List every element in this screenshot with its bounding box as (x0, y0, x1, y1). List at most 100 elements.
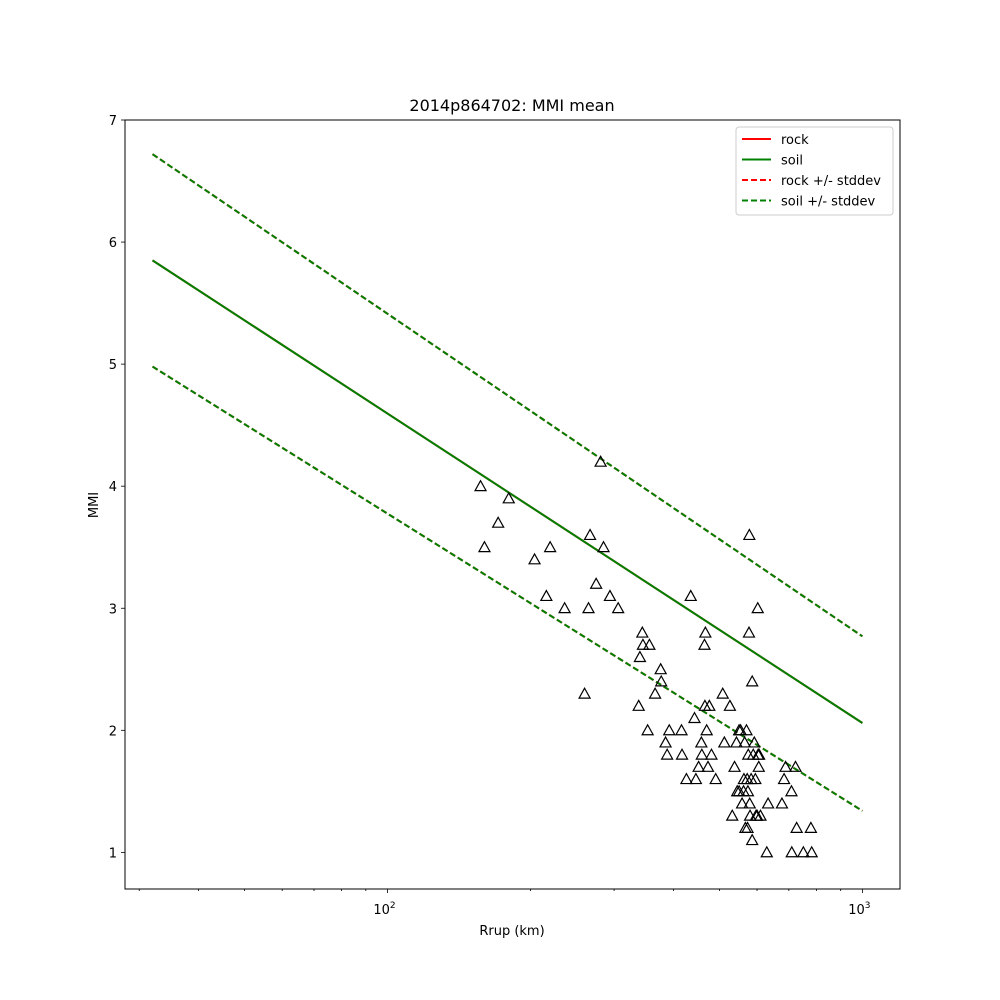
axes-frame (124, 119, 901, 890)
legend: rock soil rock +/- stddev soil +/- stddev (735, 126, 894, 216)
observation-marker (748, 772, 762, 785)
observation-marker (729, 735, 743, 748)
observation-marker (578, 686, 592, 699)
observation-marker (695, 747, 709, 760)
y-tick-label: 3 (109, 602, 117, 617)
observation-marker (777, 772, 791, 785)
observation-marker (692, 760, 706, 772)
soil-stddev-line-upper (151, 153, 863, 638)
observation-marker (528, 552, 542, 565)
observation-marker (790, 821, 804, 833)
observation-marker (752, 747, 766, 760)
observation-marker (642, 638, 656, 650)
observation-marker (543, 540, 557, 553)
y-tick-label: 6 (109, 236, 117, 251)
y-axis-ticks: 1 2 3 4 5 6 7 (109, 114, 125, 861)
legend-label: soil +/- stddev (781, 195, 876, 210)
observation-marker (760, 845, 774, 858)
observation-marker (775, 796, 789, 809)
observation-marker (741, 784, 755, 797)
observation-marker (675, 747, 689, 760)
observation-marker (704, 747, 718, 760)
legend-label: soil (781, 154, 803, 169)
observation-marker (752, 760, 766, 772)
observation-marker (747, 735, 761, 748)
observation-marker (581, 601, 596, 614)
y-axis-label: MMI (87, 492, 102, 518)
legend-label: rock +/- stddev (781, 174, 881, 189)
observation-marker (745, 833, 759, 846)
observation-marker (660, 747, 674, 760)
observation-marker (679, 772, 693, 785)
observation-marker (491, 516, 505, 528)
observation-marker (597, 540, 611, 553)
x-tick-label: 102 (373, 901, 395, 918)
plot-area (151, 153, 863, 858)
y-tick-label: 7 (109, 114, 117, 129)
observation-marker (583, 528, 597, 541)
y-tick-label: 4 (109, 480, 117, 495)
legend-entries: rock soil rock +/- stddev soil +/- stddev (742, 133, 881, 210)
observation-marker (739, 723, 753, 736)
observation-marker (611, 601, 625, 614)
observation-marker (684, 589, 698, 602)
observation-marker (702, 699, 716, 711)
soil-line (151, 259, 863, 724)
observation-marker (761, 796, 775, 809)
observation-marker (539, 589, 553, 602)
observation-marker (662, 723, 676, 736)
observation-marker (558, 601, 572, 614)
observation-marker (725, 809, 739, 821)
observation-marker (654, 674, 668, 687)
observation-marker (659, 735, 673, 748)
observation-marker (633, 650, 647, 663)
y-tick-label: 5 (109, 358, 117, 373)
observation-marker (687, 711, 702, 724)
observation-marker (594, 455, 608, 467)
observation-marker (753, 809, 767, 821)
observation-marker (697, 638, 712, 650)
observation-marker (694, 735, 708, 748)
observation-marker (735, 796, 749, 809)
observation-marker (502, 491, 516, 504)
observation-marker (689, 772, 703, 785)
observation-marker (700, 723, 714, 736)
observation-marker (804, 821, 818, 833)
observation-marker (717, 735, 731, 748)
observation-marker (698, 625, 712, 638)
observation-marker (654, 662, 668, 675)
observation-marker (674, 723, 689, 736)
observation-marker (641, 723, 655, 736)
observation-marker (805, 845, 819, 858)
observation-marker (784, 784, 798, 797)
legend-box (735, 126, 894, 216)
observation-marker (589, 577, 603, 589)
observation-marker (741, 821, 755, 833)
observation-marker (636, 638, 650, 650)
y-tick-label: 1 (109, 846, 117, 861)
observation-marker (779, 760, 793, 772)
y-tick-label: 2 (109, 724, 117, 739)
observation-marker (716, 686, 730, 699)
observation-marker (648, 686, 662, 699)
legend-label: rock (781, 133, 809, 148)
observation-marker (709, 772, 723, 785)
observation-marker (785, 845, 799, 858)
observation-marker (635, 625, 649, 638)
observation-marker (742, 625, 756, 638)
observation-marker (796, 845, 810, 858)
observation-marker (742, 528, 756, 541)
observation-marker (751, 601, 765, 614)
observation-marker (603, 589, 617, 602)
observation-marker (743, 796, 757, 809)
observation-marker (723, 699, 737, 711)
chart-title: 2014p864702: MMI mean (409, 96, 614, 115)
observation-marker (738, 735, 752, 748)
observation-marker (477, 540, 491, 553)
observation-marker (474, 479, 488, 492)
observation-marker (788, 760, 803, 772)
x-axis-ticks: 102 103 (138, 889, 871, 918)
x-axis-label: Rrup (km) (479, 924, 544, 939)
observation-marker (632, 699, 646, 711)
